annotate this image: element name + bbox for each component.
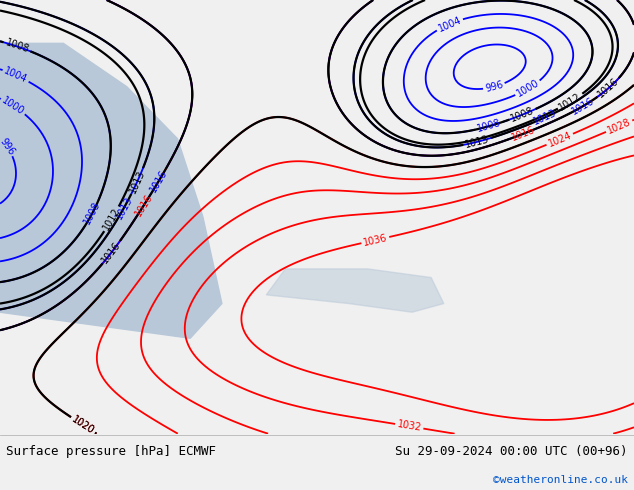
Text: 1013: 1013 xyxy=(532,108,558,127)
Text: 1008: 1008 xyxy=(82,200,103,226)
Text: 1013: 1013 xyxy=(464,134,490,149)
Text: 1016: 1016 xyxy=(571,96,597,117)
Text: 1036: 1036 xyxy=(362,233,389,247)
Text: 1016: 1016 xyxy=(100,240,123,265)
Text: 1013: 1013 xyxy=(127,168,147,195)
Text: 996: 996 xyxy=(484,79,504,94)
Text: 1032: 1032 xyxy=(396,419,422,433)
Text: 1004: 1004 xyxy=(3,66,29,85)
Text: 1020: 1020 xyxy=(70,414,96,436)
Text: 1016: 1016 xyxy=(510,124,537,143)
Text: 1000: 1000 xyxy=(0,95,26,117)
Text: 1016: 1016 xyxy=(133,192,155,218)
Text: 1028: 1028 xyxy=(606,117,633,136)
Text: 1016: 1016 xyxy=(596,76,621,100)
Text: 1020: 1020 xyxy=(70,414,96,436)
Text: 1008: 1008 xyxy=(476,118,502,134)
Polygon shape xyxy=(266,269,444,312)
Text: 1012: 1012 xyxy=(101,206,122,232)
Text: 1024: 1024 xyxy=(547,130,573,148)
Text: 1008: 1008 xyxy=(4,38,30,55)
Text: Su 29-09-2024 00:00 UTC (00+96): Su 29-09-2024 00:00 UTC (00+96) xyxy=(395,445,628,458)
Polygon shape xyxy=(0,130,76,312)
Text: 1000: 1000 xyxy=(515,78,541,99)
Text: Surface pressure [hPa] ECMWF: Surface pressure [hPa] ECMWF xyxy=(6,445,216,458)
Text: 996: 996 xyxy=(0,136,16,157)
Polygon shape xyxy=(0,44,222,338)
Text: 1012: 1012 xyxy=(557,91,583,112)
Text: 1004: 1004 xyxy=(436,15,463,33)
Text: 1016: 1016 xyxy=(148,168,169,194)
Text: ©weatheronline.co.uk: ©weatheronline.co.uk xyxy=(493,475,628,485)
Text: 1013: 1013 xyxy=(114,194,134,221)
Text: 1008: 1008 xyxy=(509,105,536,124)
